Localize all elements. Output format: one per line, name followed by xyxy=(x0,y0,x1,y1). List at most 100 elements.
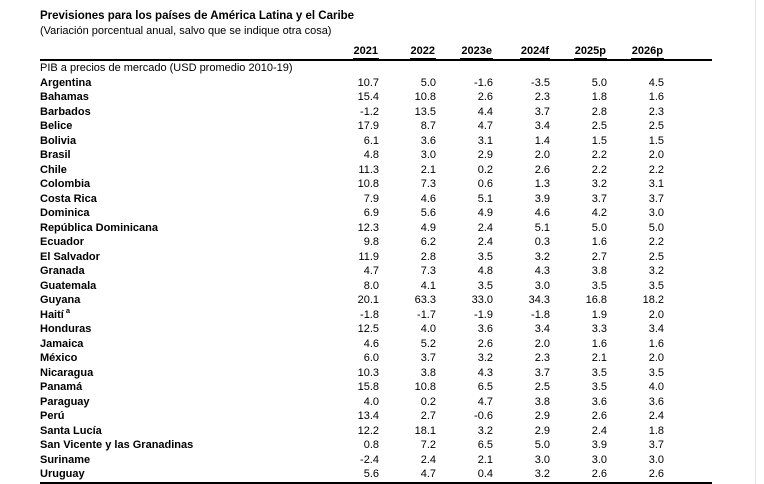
footnote-marker: a xyxy=(65,307,71,315)
value-cell: 2.3 xyxy=(534,352,550,364)
value-cell: 4.6 xyxy=(363,337,379,350)
country-name: Perú xyxy=(40,410,65,422)
value-cell: 16.8 xyxy=(585,294,607,306)
value-cell: 6.0 xyxy=(363,352,379,364)
value-cell: 0.6 xyxy=(477,178,493,190)
value-cell: 3.7 xyxy=(534,105,550,118)
value-cell: 0.2 xyxy=(477,163,493,176)
country-name: Uruguay xyxy=(40,468,85,480)
value-cell: 5.0 xyxy=(534,439,550,451)
value-cell: 13.4 xyxy=(357,410,379,422)
value-cell: 3.6 xyxy=(420,134,436,147)
value-cell: 2.1 xyxy=(420,163,436,176)
table-row: El Salvador 11.9 2.8 3.5 3.2 2.7 2.5 xyxy=(40,250,712,265)
value-cell: 4.7 xyxy=(363,265,379,277)
value-cell: -1.6 xyxy=(474,76,493,89)
value-cell: 7.3 xyxy=(420,178,436,190)
value-cell: 2.6 xyxy=(591,410,607,422)
value-cell: 1.3 xyxy=(534,178,550,190)
value-cell: 1.8 xyxy=(648,424,664,437)
country-name: Guyana xyxy=(40,294,81,306)
table-body: Argentina 10.7 5.0 -1.6 -3.5 5.0 4.5 Bahamas 15.… xyxy=(40,76,712,482)
value-cell: 2.2 xyxy=(591,149,607,161)
value-cell: 1.9 xyxy=(591,308,607,321)
country-name: Costa Rica xyxy=(40,192,97,205)
value-cell: 3.5 xyxy=(477,250,493,263)
value-cell: 7.2 xyxy=(420,439,436,451)
value-cell: 2.5 xyxy=(534,381,550,393)
value-cell: 3.6 xyxy=(648,395,664,408)
value-cell: 3.2 xyxy=(534,250,550,263)
column-header-2022: 2022 xyxy=(409,45,436,59)
country-name: Bahamas xyxy=(40,91,89,103)
table-subtitle: (Variación porcentual anual, salvo que s… xyxy=(40,25,332,37)
table-row: Panamá 15.8 10.8 6.5 2.5 3.5 4.0 xyxy=(40,380,712,395)
value-cell: 20.1 xyxy=(357,294,379,306)
value-cell: 8.7 xyxy=(420,120,436,132)
table-row: Guatemala 8.0 4.1 3.5 3.0 3.5 3.5 xyxy=(40,279,712,294)
value-cell: 6.5 xyxy=(477,439,493,451)
value-cell: 5.6 xyxy=(363,468,379,480)
value-cell: 3.7 xyxy=(534,366,550,379)
section-header: PIB a precios de mercado (USD promedio 2… xyxy=(40,62,293,74)
country-name: Honduras xyxy=(40,323,92,335)
column-header-2021: 2021 xyxy=(352,45,379,59)
value-cell: 3.9 xyxy=(591,439,607,451)
value-cell: 3.2 xyxy=(477,352,493,364)
value-cell: 4.7 xyxy=(477,395,493,408)
value-cell: 2.6 xyxy=(591,468,607,480)
value-cell: 2.0 xyxy=(648,308,664,321)
value-cell: 12.5 xyxy=(357,323,379,335)
column-header-2025p: 2025p xyxy=(573,45,607,59)
value-cell: 4.9 xyxy=(477,207,493,219)
value-cell: 10.8 xyxy=(357,178,379,190)
value-cell: 3.0 xyxy=(591,453,607,466)
value-cell: 5.6 xyxy=(420,207,436,219)
value-cell: 5.2 xyxy=(420,337,436,350)
country-name: Panamá xyxy=(40,381,83,393)
value-cell: 3.7 xyxy=(648,192,664,205)
value-cell: 17.9 xyxy=(357,120,379,132)
value-cell: 2.9 xyxy=(477,149,493,161)
table-row: Guyana 20.1 63.3 33.0 34.3 16.8 18.2 xyxy=(40,293,712,308)
value-cell: -1.2 xyxy=(360,105,379,118)
value-cell: 3.8 xyxy=(591,265,607,277)
value-cell: 5.1 xyxy=(477,192,493,205)
country-name: Belice xyxy=(40,120,73,132)
value-cell: 15.8 xyxy=(357,381,379,393)
value-cell: 2.6 xyxy=(477,91,493,103)
value-cell: -0.6 xyxy=(474,410,493,422)
value-cell: 3.0 xyxy=(648,207,664,219)
value-cell: 2.3 xyxy=(648,105,664,118)
country-name: Argentina xyxy=(40,76,92,89)
value-cell: 13.5 xyxy=(414,105,436,118)
country-name: México xyxy=(40,352,78,364)
table-row: Ecuador 9.8 6.2 2.4 0.3 1.6 2.2 xyxy=(40,235,712,250)
value-cell: 2.9 xyxy=(534,410,550,422)
table-row: Jamaica 4.6 5.2 2.6 2.0 1.6 1.6 xyxy=(40,337,712,352)
value-cell: 2.0 xyxy=(534,337,550,350)
table-row: Costa Rica 7.9 4.6 5.1 3.9 3.7 3.7 xyxy=(40,192,712,207)
table-row: República Dominicana 12.3 4.9 2.4 5.1 5.0 5.0 xyxy=(40,221,712,236)
table-row: Granada 4.7 7.3 4.8 4.3 3.8 3.2 xyxy=(40,264,712,279)
value-cell: 12.3 xyxy=(357,221,379,234)
value-cell: 6.9 xyxy=(363,207,379,219)
value-cell: 0.8 xyxy=(363,439,379,451)
value-cell: 2.0 xyxy=(534,149,550,161)
table-row: Chile 11.3 2.1 0.2 2.6 2.2 2.2 xyxy=(40,163,712,178)
table-row: Uruguay 5.6 4.7 0.4 3.2 2.6 2.6 xyxy=(40,467,712,482)
table-title: Previsiones para los países de América L… xyxy=(40,10,355,22)
table-row: San Vicente y las Granadinas 0.8 7.2 6.5 5.0… xyxy=(40,438,712,453)
value-cell: 9.8 xyxy=(363,236,379,248)
value-cell: 0.2 xyxy=(420,395,436,408)
country-name: Ecuador xyxy=(40,236,85,248)
value-cell: 2.1 xyxy=(591,352,607,364)
value-cell: -1.8 xyxy=(531,308,550,321)
value-cell: 3.5 xyxy=(477,279,493,292)
value-cell: 2.9 xyxy=(534,424,550,437)
value-cell: 4.8 xyxy=(477,265,493,277)
country-name: Brasil xyxy=(40,149,71,161)
value-cell: 2.7 xyxy=(591,250,607,263)
table-row: Argentina 10.7 5.0 -1.6 -3.5 5.0 4.5 xyxy=(40,76,712,91)
value-cell: 2.5 xyxy=(648,120,664,132)
